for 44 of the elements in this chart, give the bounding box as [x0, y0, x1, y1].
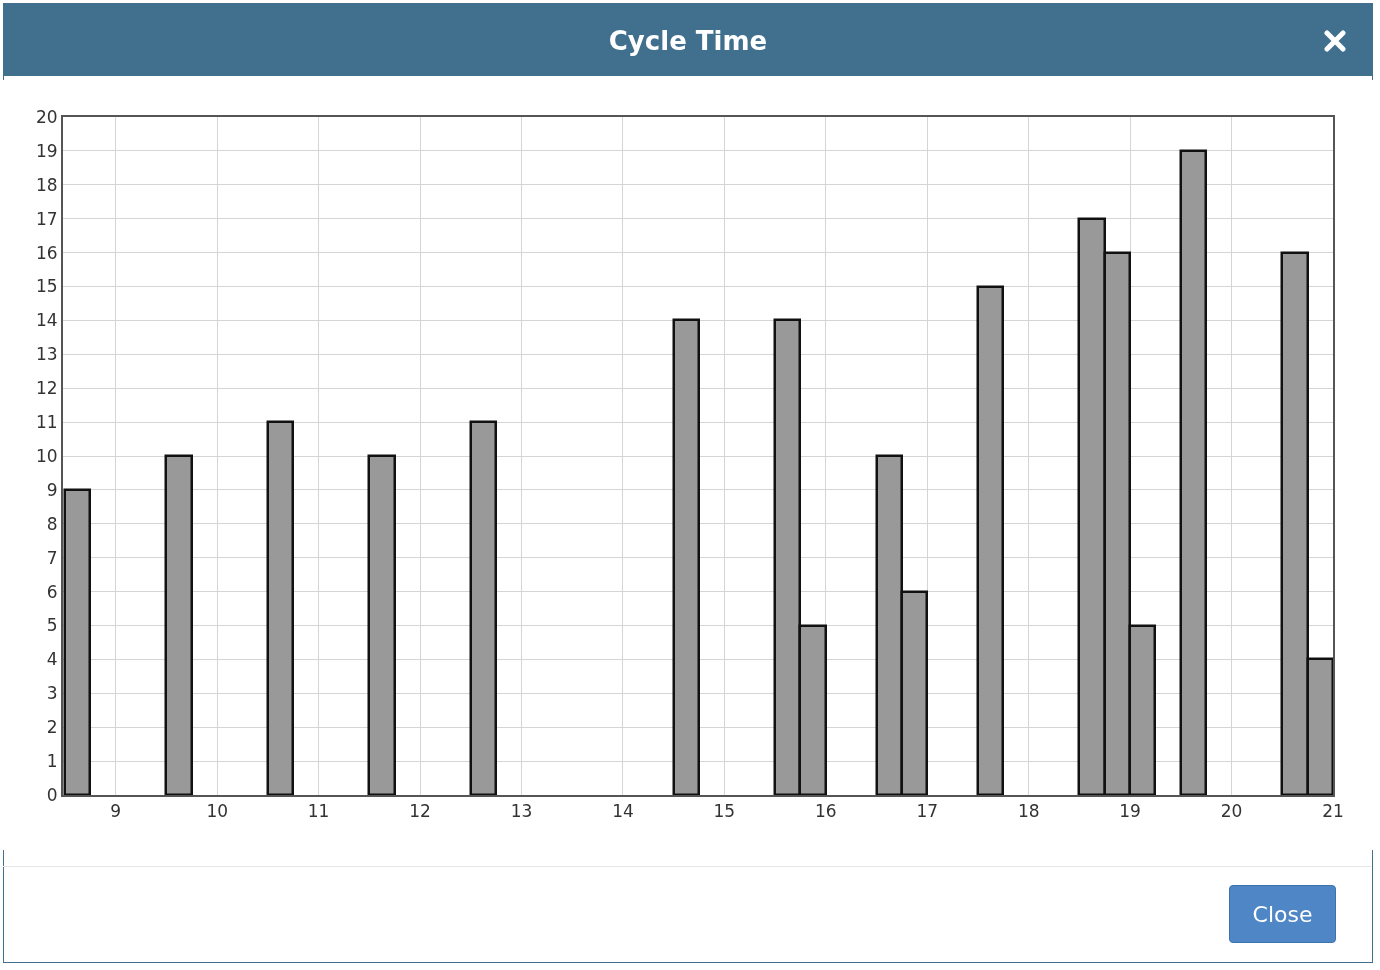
- bar: [63, 488, 91, 795]
- y-tick-label: 19: [35, 140, 58, 161]
- x-tick-label: 10: [206, 801, 229, 822]
- y-tick-label: 12: [35, 378, 58, 399]
- y-tick-label: 13: [35, 344, 58, 365]
- text: Close: [1229, 885, 1336, 943]
- y-tick-label: 8: [46, 513, 58, 534]
- bar: [672, 318, 700, 795]
- x-tick-label: 13: [510, 801, 533, 822]
- x-tick-label: 21: [1322, 801, 1344, 822]
- x-tick-label: 9: [110, 801, 122, 822]
- x-tick-label: 11: [307, 801, 330, 822]
- y-tick-label: 20: [35, 106, 58, 127]
- bar: [266, 420, 294, 795]
- y-tick-label: 10: [35, 445, 58, 466]
- y-tick-label: 2: [46, 717, 58, 738]
- y-tick-label: 3: [46, 683, 58, 704]
- y-tick-label: 11: [35, 412, 58, 433]
- x-tick-label: 12: [409, 801, 431, 822]
- bar: [367, 454, 396, 795]
- y-tick-label: 0: [46, 784, 58, 805]
- y-tick-label: 5: [46, 615, 58, 636]
- y-tick-label: 17: [35, 208, 58, 229]
- bar: [976, 285, 1004, 795]
- x-tick-label: 14: [612, 801, 634, 822]
- x-tick-label: 17: [916, 801, 939, 822]
- chart-title: Cycle Time: [607, 26, 769, 56]
- y-tick-label: 16: [35, 242, 58, 263]
- y-tick-label: 9: [46, 479, 58, 500]
- x-tick-label: 16: [814, 801, 837, 822]
- x-tick-label: 20: [1220, 801, 1243, 822]
- y-tick-label: 6: [46, 581, 58, 602]
- x-tick-label: 18: [1017, 801, 1040, 822]
- y-tick-label: 1: [46, 751, 58, 772]
- x-tick-label: 15: [713, 801, 736, 822]
- y-tick-label: 15: [35, 276, 58, 297]
- y-tick-label: 4: [46, 649, 58, 670]
- y-tick-label: 18: [35, 174, 58, 195]
- y-tick-label: 14: [35, 310, 58, 331]
- bar: [469, 420, 497, 795]
- bar: [1179, 149, 1207, 795]
- x-tick-label: 19: [1119, 801, 1141, 822]
- bar: [164, 454, 193, 795]
- y-tick-label: 7: [46, 547, 58, 568]
